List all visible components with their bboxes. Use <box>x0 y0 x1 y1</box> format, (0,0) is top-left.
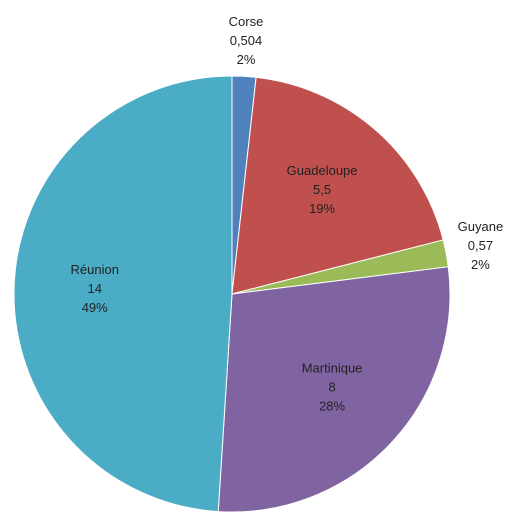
data-label: 8 <box>328 379 335 394</box>
data-label: 2% <box>237 52 256 67</box>
pie-slice <box>13 75 233 512</box>
data-label: 19% <box>309 201 335 216</box>
pie-slice <box>217 266 451 512</box>
data-label: 49% <box>82 300 108 315</box>
data-label: 5,5 <box>313 182 331 197</box>
data-label: Réunion <box>71 262 119 277</box>
data-label: 28% <box>319 398 345 413</box>
data-label: Guyane <box>458 219 504 234</box>
data-label: 0,504 <box>230 33 263 48</box>
data-label: 14 <box>87 281 101 296</box>
data-label: 0,57 <box>468 238 493 253</box>
data-label: 2% <box>471 257 490 272</box>
data-label: Corse <box>229 14 264 29</box>
pie-slice <box>231 76 444 295</box>
data-label: Martinique <box>302 360 363 375</box>
data-label: Guadeloupe <box>287 163 358 178</box>
